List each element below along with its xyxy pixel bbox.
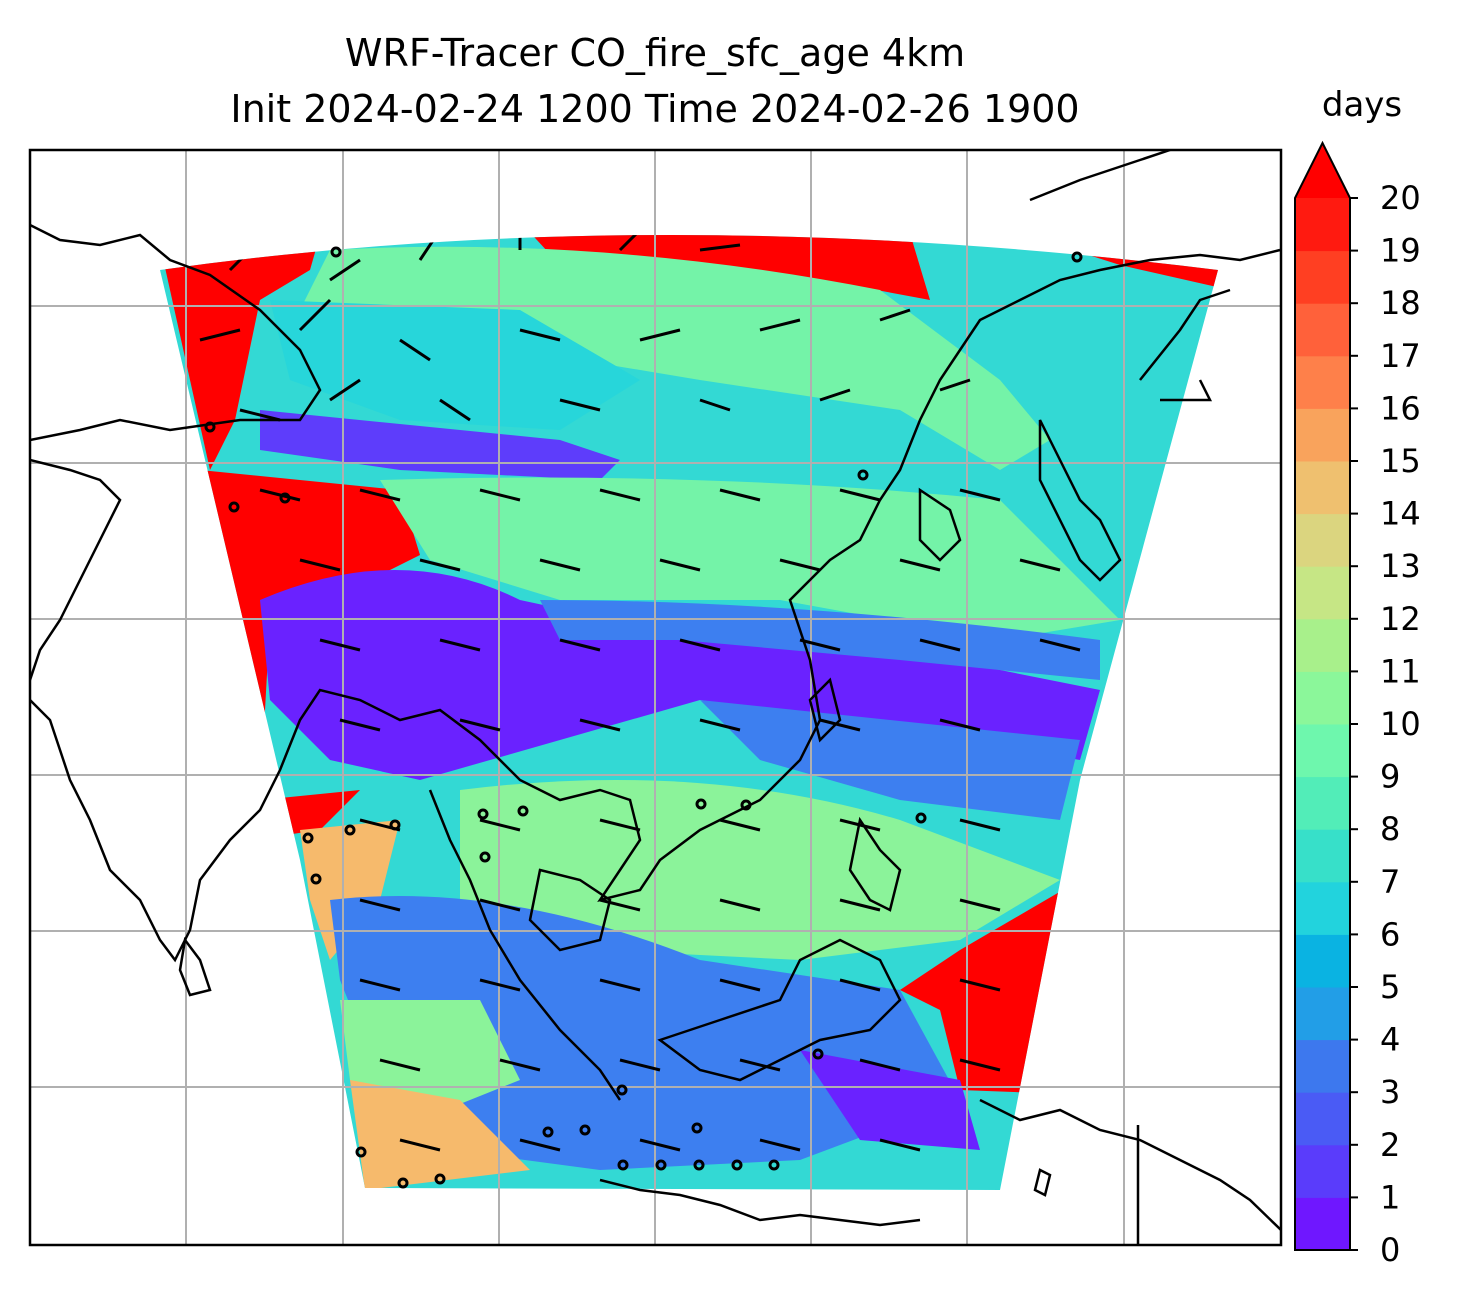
coastlines (30, 150, 1281, 1245)
map-frame (28, 148, 1283, 1247)
colorbar-swatch (1295, 934, 1350, 988)
field-purple-south (800, 1050, 980, 1150)
colorbar-swatch (1295, 1092, 1350, 1146)
colorbar-tick-label: 15 (1380, 442, 1421, 480)
colorbar-tick-label: 1 (1380, 1178, 1400, 1216)
colorbar-extend-arrow (1295, 143, 1350, 198)
colorbar-swatch (1295, 829, 1350, 883)
map-title-line2: Init 2024-02-24 1200 Time 2024-02-26 190… (230, 87, 1080, 131)
colorbar-tick-label: 20 (1380, 179, 1421, 217)
map-title-line1: WRF-Tracer CO_fire_sfc_age 4km (344, 31, 966, 75)
colorbar-tick-label: 14 (1380, 495, 1421, 533)
field-blue-south (330, 896, 960, 1170)
colorbar-tick-label: 5 (1380, 968, 1400, 1006)
colorbar-swatch (1295, 1197, 1350, 1251)
colorbar-swatch (1295, 671, 1350, 725)
colorbar-swatch (1295, 513, 1350, 567)
colorbar-tick-label: 2 (1380, 1126, 1400, 1164)
colorbar-tick-label: 9 (1380, 758, 1400, 796)
wind-barbs (199, 235, 1081, 1152)
colorbar-swatch (1295, 355, 1350, 409)
colorbar-swatch (1295, 724, 1350, 778)
colorbar-tick-label: 19 (1380, 232, 1421, 270)
colorbar-swatch (1295, 303, 1350, 357)
field-red-north (500, 235, 930, 300)
field-cyan-band-north (270, 300, 640, 430)
colorbar-swatch (1295, 566, 1350, 620)
colorbar-swatch (1295, 198, 1350, 252)
field-red-northwest (160, 235, 330, 470)
colorbar-tick-label: 11 (1380, 652, 1421, 690)
colorbar-swatch (1295, 250, 1350, 304)
colorbar-swatches (1294, 140, 1351, 1251)
colorbar-tick-label: 4 (1380, 1021, 1400, 1059)
field-orange-south (350, 1080, 530, 1190)
colorbar-swatch (1295, 618, 1350, 672)
colorbar-swatch (1295, 1144, 1350, 1198)
colorbar-unit-label: days (1322, 85, 1402, 125)
field-green-south (460, 780, 1060, 960)
field-blue-lower (700, 700, 1080, 820)
calm-wind-markers (204, 246, 1083, 1189)
colorbar-outline (1294, 140, 1351, 1251)
colorbar-tick-label: 6 (1380, 915, 1400, 953)
colorbar-tick-label: 3 (1380, 1073, 1400, 1111)
colorbar-swatch (1295, 987, 1350, 1041)
field-orange-southwest (300, 820, 400, 960)
colorbar-tick-label: 16 (1380, 389, 1421, 427)
colorbar-tick-label: 10 (1380, 705, 1421, 743)
colorbar-tick-label: 17 (1380, 337, 1421, 375)
field-green-central (380, 477, 1120, 640)
field-green-north (300, 246, 1050, 470)
colorbar-swatch (1295, 408, 1350, 462)
colorbar-tick-label: 13 (1380, 547, 1421, 585)
lat-lon-grid (30, 150, 1281, 1245)
colorbar-swatch (1295, 881, 1350, 935)
colorbar-swatch (1295, 1039, 1350, 1093)
colorbar-tick-label: 12 (1380, 600, 1421, 638)
colorbar-tick-label: 0 (1380, 1231, 1400, 1269)
colorbar-swatch (1295, 776, 1350, 830)
colorbar-tick-label: 18 (1380, 284, 1421, 322)
colorbar-swatch (1295, 461, 1350, 515)
colorbar-tick-label: 7 (1380, 863, 1400, 901)
colorbar-tick-label: 8 (1380, 810, 1400, 848)
